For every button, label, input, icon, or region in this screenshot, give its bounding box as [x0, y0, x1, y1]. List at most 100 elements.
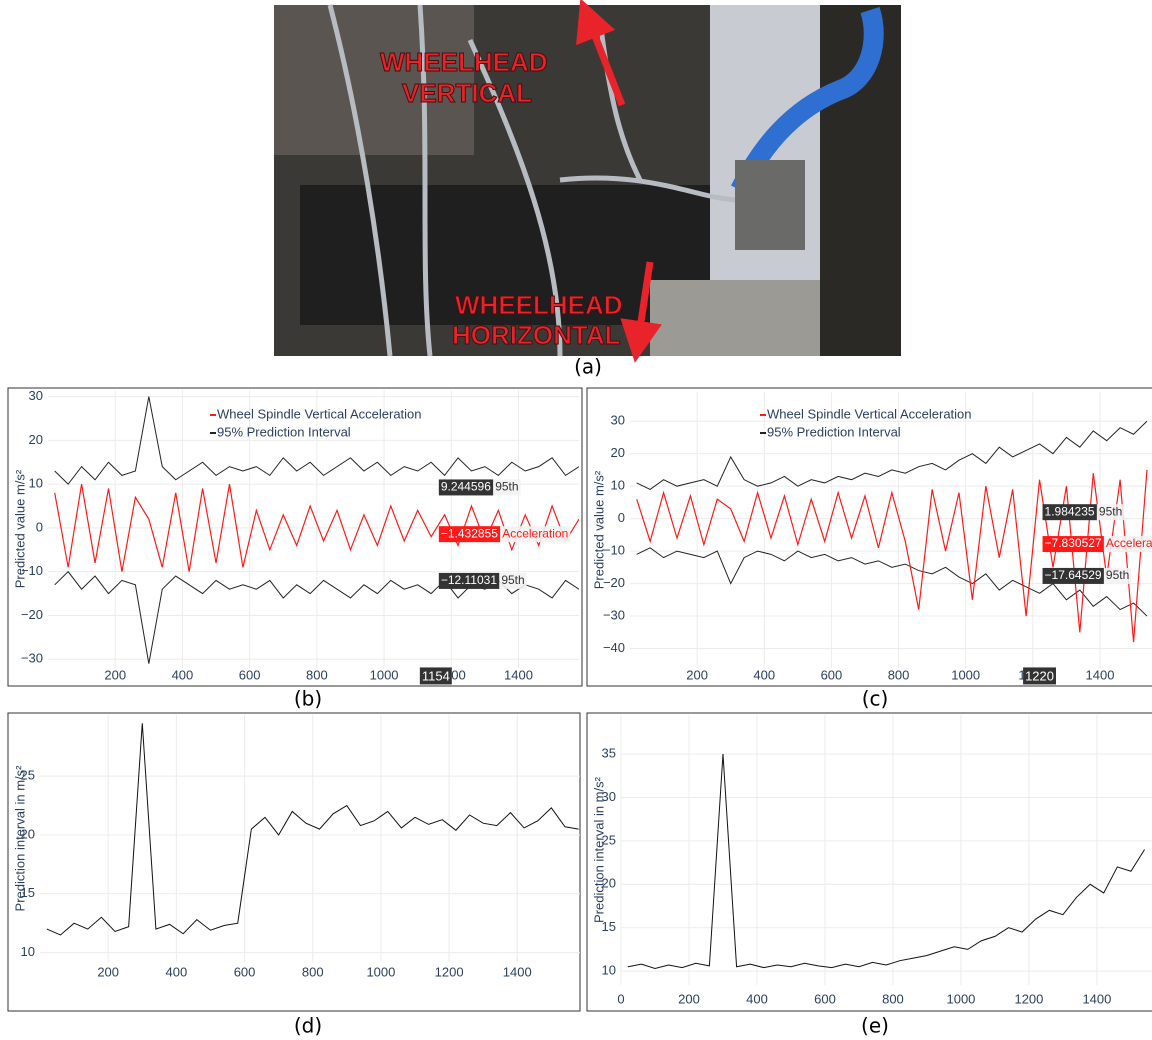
y-tick-label: −20 — [21, 607, 43, 622]
hover-x-box — [419, 667, 452, 685]
hover-value: −17.64529 — [1045, 568, 1102, 582]
x-tick-label: 800 — [302, 964, 324, 979]
photo-label: WHEELHEAD HORIZONTAL — [452, 290, 630, 350]
data-line — [54, 396, 579, 485]
legend-label: 95% Prediction Interval — [217, 424, 351, 439]
y-axis-label: Prediction interval in m/s² — [12, 765, 27, 912]
x-tick-label: 1400 — [1086, 667, 1115, 682]
panel-label: (e) — [861, 1014, 889, 1038]
x-tick-label: 400 — [166, 964, 188, 979]
y-tick-label: −20 — [603, 575, 625, 590]
hover-value: 1.984235 — [1045, 504, 1095, 518]
x-tick-label: 200 — [686, 667, 708, 682]
plot-area — [627, 754, 1145, 970]
x-tick-label: 200 — [104, 667, 126, 682]
y-tick-label: 15 — [21, 885, 35, 900]
y-tick-label: 25 — [602, 832, 616, 847]
panel-label: (d) — [294, 1014, 322, 1038]
x-tick-label: 800 — [882, 991, 904, 1006]
x-tick-label: 400 — [753, 667, 775, 682]
y-tick-label: 10 — [21, 944, 35, 959]
x-tick-label: 400 — [172, 667, 194, 682]
y-tick-label: 25 — [21, 768, 35, 783]
panel-label: (c) — [862, 687, 889, 711]
y-tick-label: 20 — [602, 876, 616, 891]
y-tick-label: 30 — [611, 413, 625, 428]
x-tick-label: 1000 — [370, 667, 399, 682]
x-tick-label: 800 — [888, 667, 910, 682]
y-tick-label: −10 — [603, 543, 625, 558]
hover-value: −7.830527 — [1045, 536, 1102, 550]
hover-value-box — [438, 479, 494, 496]
chart: 0 200 400 600 800 1000 1200 1400 10 15 20 25 30 35 Pre… — [586, 712, 1152, 1012]
panel-border — [586, 712, 1152, 1012]
x-tick-label: 1400 — [504, 667, 533, 682]
x-tick-label: 200 — [97, 964, 119, 979]
hover-name-box — [499, 572, 527, 589]
x-tick-label: 600 — [239, 667, 261, 682]
hover-value: −1.432855 — [441, 526, 498, 540]
hover-name-box — [1103, 567, 1132, 584]
data-line — [46, 723, 579, 936]
chart: 200400600800100012001400−40−30−20−100102… — [586, 387, 1152, 687]
panel-label: (a) — [574, 355, 602, 379]
x-tick-label: 600 — [821, 667, 843, 682]
x-tick-label: 800 — [306, 667, 328, 682]
y-axis-label: Predicted value m/s² — [591, 470, 606, 589]
y-axis-label: Predicted value m/s² — [12, 469, 27, 588]
photo-label: WHEELHEAD VERTICAL — [380, 47, 555, 108]
plot-area — [46, 723, 579, 936]
hover-name-box — [493, 479, 521, 496]
hover-x-label: 1154 — [422, 668, 450, 683]
hover-name: Acceleration — [1106, 536, 1152, 550]
chart: 200400600800100012001400−30−20−100102030… — [7, 387, 583, 687]
y-tick-label: 15 — [602, 919, 616, 934]
legend-label: 95% Prediction Interval — [767, 424, 901, 439]
hover-name: 95th — [1106, 568, 1129, 582]
hover-name: 95th — [495, 480, 518, 494]
hover-name: 95th — [501, 573, 524, 587]
x-tick-label: 200 — [678, 991, 700, 1006]
hover-name: 95th — [1099, 504, 1122, 518]
hover-x-box — [1023, 667, 1057, 685]
panel-border — [7, 712, 581, 1012]
hover-value-box — [1042, 504, 1097, 521]
y-tick-label: −40 — [603, 640, 625, 655]
chart: 200 400 600 800 1000 1200 1400 10 15 20 25Predicti… — [7, 712, 581, 1012]
legend-label: Wheel Spindle Vertical Acceleration — [217, 406, 422, 421]
x-tick-label: 1400 — [503, 964, 532, 979]
hover-name-box — [500, 526, 571, 543]
y-tick-label: 20 — [611, 445, 625, 460]
x-tick-label: 1000 — [951, 667, 980, 682]
x-tick-label: 600 — [234, 964, 256, 979]
y-tick-label: 0 — [618, 510, 625, 525]
hover-name-box — [1096, 504, 1125, 521]
data-line — [54, 484, 579, 572]
y-tick-label: 20 — [21, 826, 35, 841]
hover-x-label: 1220 — [1025, 668, 1054, 683]
panel-label: (b) — [294, 687, 322, 711]
x-tick-label: 1400 — [1082, 991, 1111, 1006]
hover-value-box — [438, 572, 500, 589]
hover-value-box — [1042, 567, 1104, 584]
legend-label: Wheel Spindle Vertical Acceleration — [767, 406, 972, 421]
y-tick-label: 0 — [36, 519, 43, 534]
x-tick-label: 1200 — [435, 964, 464, 979]
y-tick-label: 10 — [602, 963, 616, 978]
x-tick-label: 1000 — [366, 964, 395, 979]
y-tick-label: 30 — [29, 388, 43, 403]
hover-value-box — [438, 526, 501, 543]
hover-value-box — [1042, 536, 1104, 553]
hover-value: −12.11031 — [441, 573, 497, 587]
x-tick-label: 400 — [746, 991, 768, 1006]
hover-value: 9.244596 — [441, 480, 491, 494]
hover-name-box — [1103, 536, 1152, 553]
y-tick-label: −30 — [603, 607, 625, 622]
photo-label-line: HORIZONTAL — [452, 320, 621, 350]
y-tick-label: 35 — [602, 746, 616, 761]
y-axis-label: Prediction interval in m/s² — [591, 776, 606, 923]
hover-name: Acceleration — [502, 526, 568, 540]
data-line — [636, 547, 1148, 617]
y-tick-label: −10 — [21, 563, 43, 578]
